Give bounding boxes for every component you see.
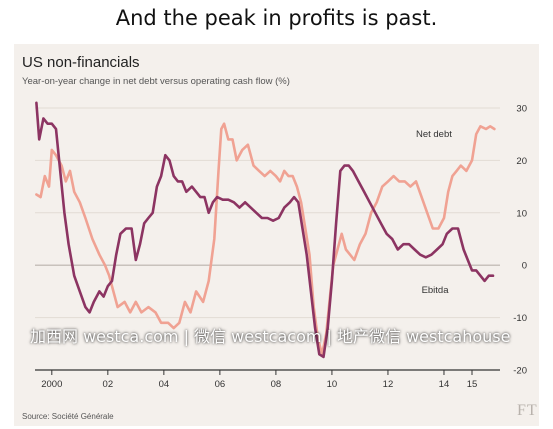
x-tick-label: 04 <box>159 379 170 390</box>
x-tick-label: 10 <box>327 379 338 390</box>
y-tick-label: -20 <box>513 366 527 377</box>
watermark-text: 加西网 westca.com | 微信 westcacom | 地产微信 wes… <box>30 327 511 346</box>
ft-logo: FT <box>517 402 538 419</box>
series-line-ebitda <box>35 101 495 359</box>
y-tick-label: 0 <box>522 261 527 272</box>
series-label-net-debt: Net debt <box>416 129 452 140</box>
chart-title: US non-financials <box>22 54 140 71</box>
chart-subtitle: Year-on-year change in net debt versus o… <box>22 76 290 87</box>
x-tick-label: 15 <box>467 379 478 390</box>
x-tick-label: 12 <box>383 379 394 390</box>
y-tick-label: 30 <box>516 104 527 115</box>
x-tick-label: 2000 <box>41 379 62 390</box>
x-tick-label: 14 <box>439 379 450 390</box>
series-label-ebitda: Ebitda <box>422 285 450 296</box>
y-tick-label: -10 <box>513 313 527 324</box>
source-note: Source: Société Générale <box>22 412 114 421</box>
y-tick-label: 20 <box>516 156 527 167</box>
x-tick-label: 06 <box>215 379 226 390</box>
series-line-net-debt <box>35 122 496 356</box>
y-tick-label: 10 <box>516 208 527 219</box>
x-tick-label: 02 <box>103 379 114 390</box>
x-tick-label: 08 <box>271 379 282 390</box>
headline: And the peak in profits is past. <box>115 6 438 30</box>
